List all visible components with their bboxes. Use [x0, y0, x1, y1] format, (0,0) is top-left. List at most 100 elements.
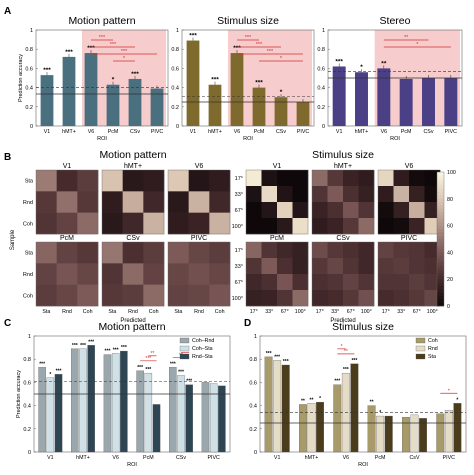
heatmap-col-label: 17° — [316, 309, 324, 315]
heatmap-col-label: Coh — [149, 309, 159, 315]
x-tick-label: CSv — [130, 129, 140, 135]
heatmap-title: V6 — [195, 163, 204, 170]
heatmap-cell — [409, 202, 425, 219]
x-tick-label: PcM — [143, 455, 154, 461]
bar — [208, 84, 222, 126]
colorbar-segment — [437, 275, 444, 280]
significance-stars: *** — [56, 368, 62, 374]
significance-stars: *** — [351, 358, 357, 364]
heatmap-col-label: 17° — [250, 309, 258, 315]
bar — [252, 87, 266, 126]
colorbar-segment — [437, 259, 444, 263]
colorbar-segment — [437, 289, 444, 293]
heatmap-frame — [311, 241, 375, 307]
significance-stars: * — [456, 397, 458, 403]
colorbar-segment — [437, 242, 444, 246]
colorbar-tick-label: 20 — [447, 277, 453, 283]
x-tick-label: CSv — [176, 455, 186, 461]
y-tick-label: 0.8 — [25, 47, 33, 53]
colorbar-segment — [437, 185, 444, 190]
y-tick-label: 0.4 — [23, 404, 31, 410]
heatmap-y-label: Sample — [10, 229, 16, 250]
significance-stars: *** — [137, 365, 143, 371]
significance-stars: *** — [80, 343, 86, 349]
heatmap-frame — [311, 169, 375, 235]
significance-stars: *** — [39, 361, 45, 367]
heatmap-cell — [424, 258, 441, 275]
colorbar-segment — [437, 188, 444, 193]
chart-a-motion-pattern: Motion pattern 0 0.2 0.4 0.6 0.8 1 Prediction a… — [18, 15, 169, 142]
heatmap-cell — [292, 218, 309, 235]
heatmap-row-label: 100° — [232, 296, 243, 302]
x-tick-label: PcM — [401, 129, 412, 135]
comparison-stars: *** — [245, 35, 252, 41]
heatmap-cell — [102, 212, 123, 235]
heatmap-row-label: 17° — [235, 248, 243, 254]
heatmap-cell — [188, 263, 210, 285]
heatmap-cell — [209, 242, 231, 264]
heatmap-title: hMT+ — [334, 163, 352, 170]
bar — [40, 75, 54, 126]
heatmap-cell — [246, 170, 262, 187]
heatmap-title: PcM — [270, 235, 284, 242]
heatmap-frame — [35, 169, 99, 235]
x-tick-label: V1 — [336, 129, 343, 135]
heatmap-frame — [167, 241, 231, 307]
heatmap-cell — [343, 202, 359, 219]
heatmap-cell — [292, 290, 309, 307]
heatmap-cell — [261, 186, 278, 203]
heatmap-cell — [277, 202, 293, 219]
colorbar-segment — [437, 282, 444, 287]
heatmap-cell — [36, 191, 57, 213]
heatmap-cell — [343, 218, 359, 235]
chart-title: Motion pattern — [68, 15, 135, 27]
heatmap-cell — [292, 274, 309, 291]
heatmap-cell — [56, 242, 78, 264]
bar — [367, 405, 376, 453]
x-tick-label: hMT+ — [208, 129, 222, 135]
colorbar-tick-label: 100 — [447, 170, 456, 176]
colorbar-tick-label: 80 — [447, 197, 453, 203]
heatmap-frame — [101, 169, 165, 235]
bar — [152, 404, 161, 453]
heatmap-cell — [209, 191, 231, 213]
heatmap-cell — [343, 170, 359, 187]
chart-a-stimulus-size: Stimulus size 0 0.2 0.4 0.6 0.8 1 ROI *** V1 *** hM… — [171, 15, 315, 142]
x-tick-label: PIVC — [297, 129, 310, 135]
heatmap-group-title: Motion pattern — [99, 149, 166, 161]
heatmap-cell — [143, 284, 165, 307]
heatmap-cell — [188, 242, 210, 264]
heatmap-cell — [424, 218, 441, 235]
heatmap-cell — [424, 242, 441, 259]
heatmap-cell — [188, 191, 210, 213]
heatmap-row-label: 100° — [232, 224, 243, 230]
x-tick-label: PIVC — [151, 129, 164, 135]
significance-stars: *** — [189, 33, 197, 40]
heatmap-frame — [245, 169, 309, 235]
bar — [79, 348, 87, 453]
heatmap-cell — [358, 242, 375, 259]
heatmap-cell — [393, 170, 410, 187]
y-tick-label: 0 — [28, 450, 31, 456]
heatmap-cell — [327, 290, 344, 307]
heatmap-cell — [56, 212, 78, 235]
bar — [54, 374, 63, 453]
heatmap-row-label: 67° — [235, 280, 243, 286]
significance-stars: *** — [131, 71, 139, 78]
heatmap-cell — [77, 191, 99, 213]
heatmap-row-label: Sta — [25, 179, 34, 185]
heatmap-col-label: Sta — [108, 309, 116, 315]
bar — [106, 84, 120, 126]
x-tick-label: CsV — [409, 455, 419, 461]
heatmap-col-label: Coh — [215, 309, 225, 315]
heatmap-cell — [143, 242, 165, 264]
bar — [177, 375, 185, 453]
heatmap-cell — [246, 274, 262, 291]
significance-stars: *** — [266, 351, 272, 357]
colorbar-segment — [437, 172, 444, 176]
significance-stars: *** — [274, 354, 280, 360]
y-tick-label: 1 — [30, 28, 33, 34]
legend-swatch — [415, 337, 426, 344]
heatmap-cell — [102, 170, 123, 192]
